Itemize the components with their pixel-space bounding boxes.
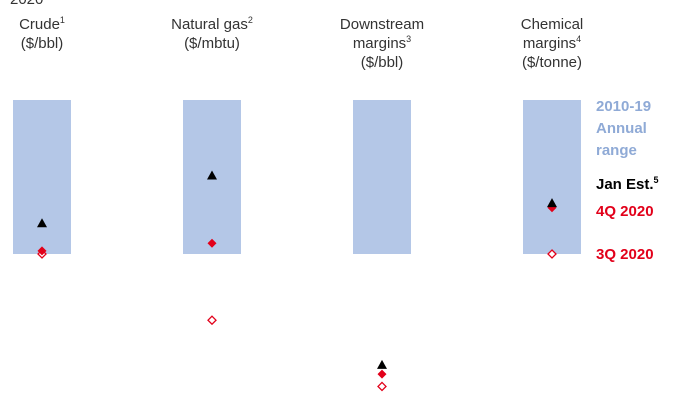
data-points	[37, 170, 557, 392]
panel-title: margins4	[523, 34, 581, 52]
point-4q-2020	[207, 238, 217, 248]
panel-title: Downstream	[340, 16, 424, 33]
point-jan-est	[377, 359, 387, 369]
point-3q-2020	[547, 249, 557, 259]
point-3q-2020	[377, 381, 387, 392]
panel-title: Chemical	[521, 16, 584, 33]
legend-range-label: 2010-19	[596, 98, 651, 115]
point-4q-2020	[377, 369, 387, 379]
panel-title: Natural gas2	[171, 15, 253, 33]
legend-q3-2020: 3Q 2020	[596, 246, 654, 263]
range-bar	[353, 100, 411, 254]
point-3q-2020	[207, 315, 217, 326]
panel-title: Crude1	[19, 15, 65, 33]
panel-unit: ($/bbl)	[361, 54, 404, 71]
panel-unit: ($/mbtu)	[184, 35, 240, 52]
range-bar	[523, 100, 581, 254]
legend-range-label: Annual	[596, 120, 647, 137]
legend: 2010-19 Annual range Jan Est.5 4Q 2020 3Q 202…	[596, 98, 659, 263]
point-4q-2020	[37, 246, 47, 256]
legend-q4-2020: 4Q 2020	[596, 203, 654, 220]
legend-jan-est: Jan Est.5	[596, 175, 659, 193]
header-fragment: 2020	[10, 0, 43, 8]
panel-unit: ($/tonne)	[522, 54, 582, 71]
panel-titles: 2020 Crude1 ($/bbl) Natural gas2 ($/mbtu) Dow…	[10, 0, 583, 71]
range-bar	[13, 100, 71, 254]
panel-unit: ($/bbl)	[21, 35, 64, 52]
panel-title: margins3	[353, 34, 411, 52]
point-jan-est	[547, 198, 557, 208]
point-jan-est	[37, 218, 47, 228]
legend-range-label: range	[596, 142, 637, 159]
point-jan-est	[207, 170, 217, 180]
range-bars	[13, 100, 581, 254]
